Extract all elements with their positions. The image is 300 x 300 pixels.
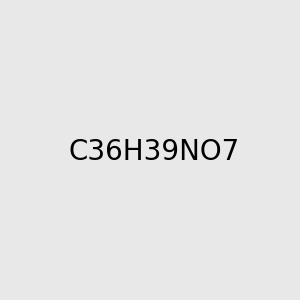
Text: C36H39NO7: C36H39NO7 (68, 137, 239, 166)
